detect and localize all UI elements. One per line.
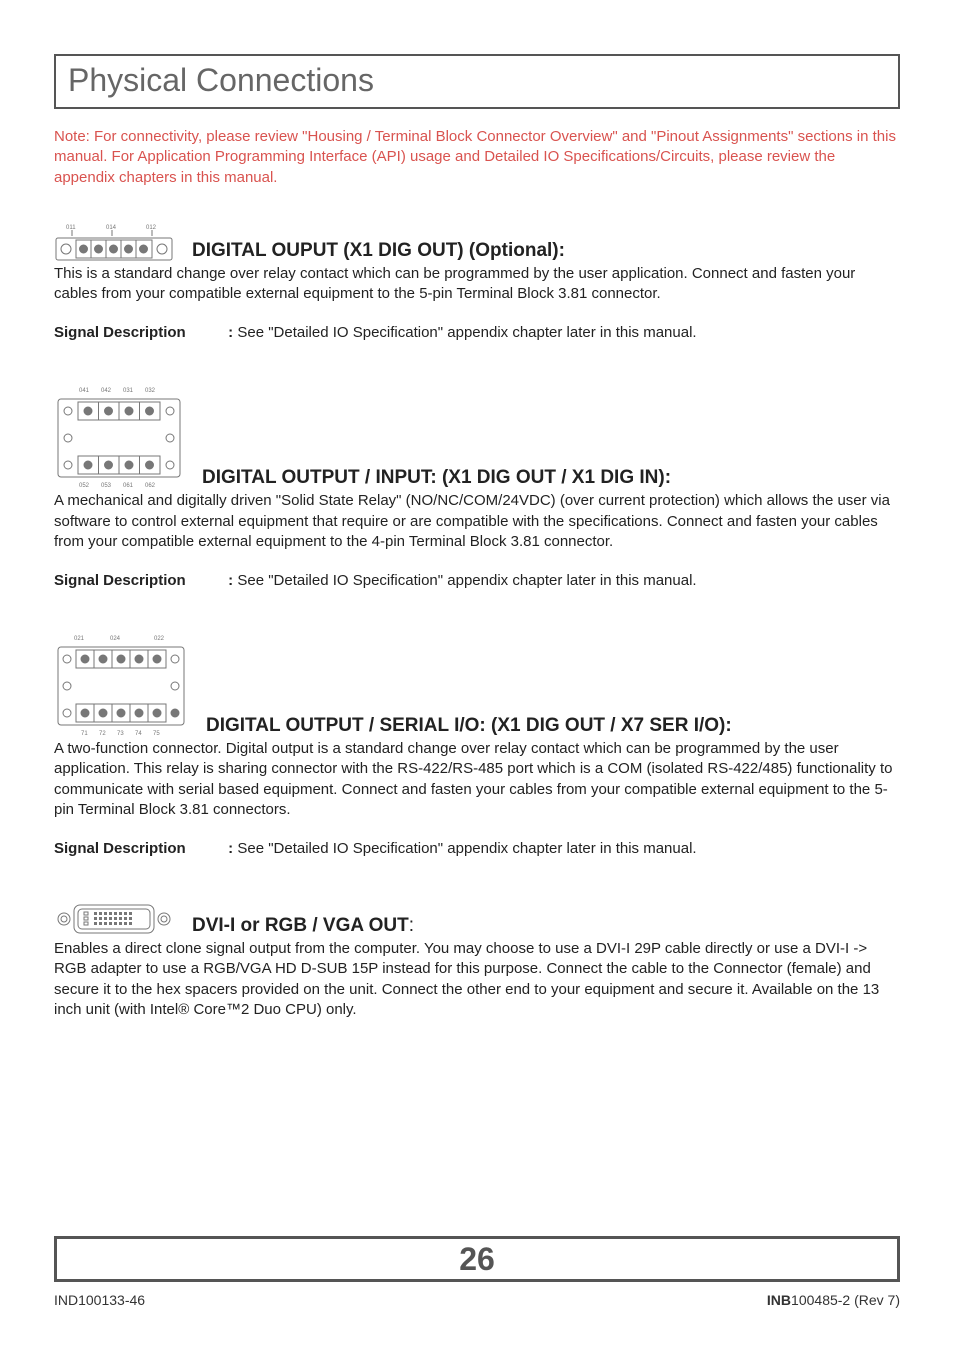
signal-colon: :	[228, 572, 237, 589]
footer-right: INB100485-2 (Rev 7)	[767, 1292, 900, 1308]
svg-text:024: 024	[110, 636, 121, 642]
signal-row: Signal Description : See "Detailed IO Sp…	[54, 840, 900, 857]
svg-text:042: 042	[101, 388, 112, 394]
svg-text:71: 71	[81, 731, 88, 737]
svg-text:062: 062	[145, 483, 156, 489]
svg-text:014: 014	[106, 225, 117, 231]
signal-label: Signal Description	[54, 324, 224, 341]
svg-text:041: 041	[79, 388, 90, 394]
section-body: This is a standard change over relay con…	[54, 264, 900, 305]
svg-text:032: 032	[145, 388, 156, 394]
svg-text:011: 011	[66, 225, 76, 231]
signal-text: See "Detailed IO Specification" appendix…	[237, 840, 696, 857]
svg-text:74: 74	[135, 731, 142, 737]
svg-text:061: 061	[123, 483, 134, 489]
svg-text:053: 053	[101, 483, 112, 489]
section-head: 011 014 012	[54, 222, 900, 262]
page-title: Physical Connections	[68, 62, 886, 99]
section-head: 021 024 022	[54, 633, 900, 737]
section-title: DVI-I or RGB / VGA OUT:	[192, 915, 414, 937]
signal-row: Signal Description : See "Detailed IO Sp…	[54, 324, 900, 341]
section-head: 041 042 031 032	[54, 385, 900, 489]
connector-diagram-5pin: 011 014 012	[54, 222, 174, 262]
footer-left: IND100133-46	[54, 1292, 145, 1308]
svg-text:72: 72	[99, 731, 106, 737]
footer-right-rest: 100485-2 (Rev 7)	[791, 1292, 900, 1308]
svg-text:75: 75	[153, 731, 160, 737]
section-title: DIGITAL OUPUT (X1 DIG OUT) (Optional):	[192, 240, 565, 262]
connector-diagram-dvi	[54, 901, 174, 937]
svg-text:052: 052	[79, 483, 90, 489]
svg-text:031: 031	[123, 388, 134, 394]
signal-text: See "Detailed IO Specification" appendix…	[237, 572, 696, 589]
svg-text:73: 73	[117, 731, 124, 737]
note-paragraph: Note: For connectivity, please review "H…	[54, 127, 900, 188]
section-dig-out-in: 041 042 031 032	[54, 385, 900, 589]
section-title: DIGITAL OUTPUT / INPUT: (X1 DIG OUT / X1…	[202, 467, 671, 489]
signal-label: Signal Description	[54, 572, 224, 589]
dvi-title-suffix: :	[409, 915, 414, 936]
section-head: DVI-I or RGB / VGA OUT:	[54, 901, 900, 937]
signal-colon: :	[228, 840, 237, 857]
section-dvi: DVI-I or RGB / VGA OUT: Enables a direct…	[54, 901, 900, 1020]
svg-text:022: 022	[154, 636, 165, 642]
signal-colon: :	[228, 324, 237, 341]
section-dig-out-serial: 021 024 022	[54, 633, 900, 857]
signal-row: Signal Description : See "Detailed IO Sp…	[54, 572, 900, 589]
dvi-title-text: DVI-I or RGB / VGA OUT	[192, 915, 409, 936]
page-number: 26	[459, 1241, 495, 1278]
section-dig-out: 011 014 012	[54, 222, 900, 342]
connector-diagram-4pin-double: 041 042 031 032	[54, 385, 184, 489]
svg-text:012: 012	[146, 225, 157, 231]
footer-bar: 26	[54, 1236, 900, 1282]
page-title-box: Physical Connections	[54, 54, 900, 109]
page: Physical Connections Note: For connectiv…	[0, 0, 954, 1350]
section-body: A mechanical and digitally driven "Solid…	[54, 491, 900, 552]
section-title: DIGITAL OUTPUT / SERIAL I/O: (X1 DIG OUT…	[206, 715, 732, 737]
connector-diagram-5pin-double: 021 024 022	[54, 633, 188, 737]
footer-right-prefix: INB	[767, 1292, 791, 1308]
signal-text: See "Detailed IO Specification" appendix…	[237, 324, 696, 341]
section-body: Enables a direct clone signal output fro…	[54, 939, 900, 1020]
section-body: A two-function connector. Digital output…	[54, 739, 900, 820]
signal-label: Signal Description	[54, 840, 224, 857]
svg-text:021: 021	[74, 636, 85, 642]
